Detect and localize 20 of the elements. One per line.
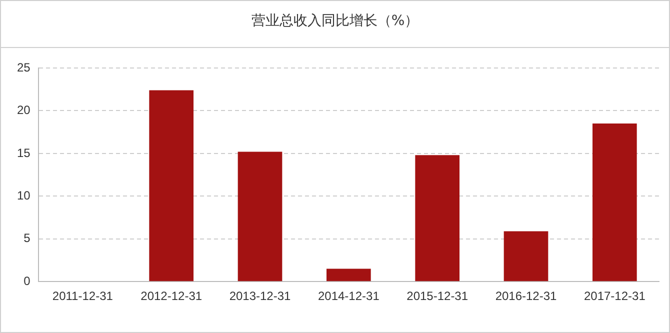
x-tick-label: 2015-12-31 [406,289,468,304]
bar [238,152,282,282]
y-tick-label: 20 [16,103,31,118]
x-tick-label: 2012-12-31 [140,289,202,304]
bar [415,155,460,282]
bar [592,124,637,282]
x-tick-label: 2016-12-31 [495,289,558,304]
x-tick-label: 2013-12-31 [229,289,292,304]
bar [326,268,371,282]
y-tick-label: 5 [24,231,31,246]
y-tick-label: 15 [16,146,31,160]
bar [504,231,548,282]
chart-title: 营业总收入同比增长（%） [1,1,669,48]
y-tick-label: 25 [16,60,31,74]
y-tick-label: 0 [24,274,31,288]
x-tick-label: 2017-12-31 [584,289,646,304]
x-tick-label: 2011-12-31 [52,289,114,304]
x-tick-label: 2014-12-31 [318,289,380,304]
y-tick-label: 10 [16,188,31,202]
bar [149,90,194,282]
